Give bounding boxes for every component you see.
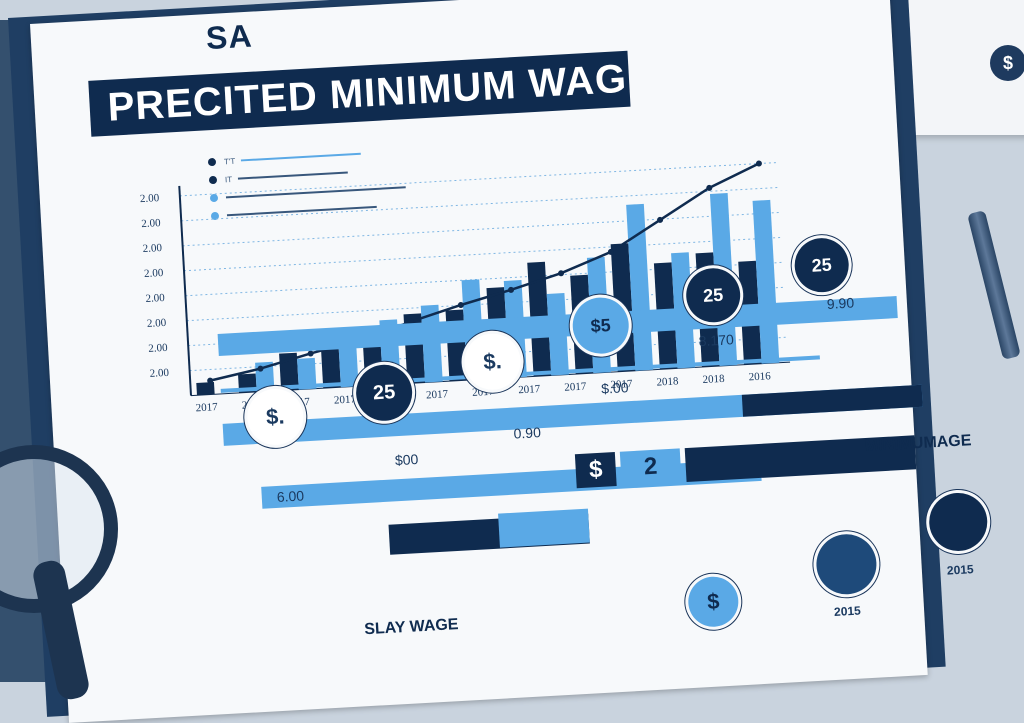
y-tick-label: 2.00 [142,242,162,255]
x-tick-label: 2018 [656,375,679,388]
stripe-value: $00 [394,451,419,469]
trend-line [209,162,760,382]
trend-point [508,286,515,293]
y-tick-label: 2.00 [147,317,167,330]
x-tick-label: 2017 [334,393,357,406]
gridline [183,236,784,272]
trend-point [207,377,214,384]
pen-icon [967,210,1021,360]
x-tick-label: 2018 [702,373,725,386]
y-tick-label: 2.00 [144,267,164,280]
business-card: $ [905,0,1024,135]
stripe-value: $.00 [600,379,629,397]
trend-point [558,270,565,277]
top-title: SA [205,17,254,57]
pie-icon [814,532,879,596]
stripe-block [498,508,590,548]
y-tick-label: 2.00 [140,192,160,205]
y-tick-label: 2.00 [149,367,169,380]
trend-point [307,350,314,357]
stripe-value: 9.90 [826,294,855,312]
x-tick-label: 2017 [518,383,541,396]
stripe-value: 6.00 [276,487,305,505]
infographic-sheet: SA PRECITED MINIMUM WAGE T'T IT 2.00 2.00… [30,0,989,723]
stripe-value: 0.90 [513,424,542,442]
x-tick-label: 2016 [748,370,771,383]
bar-light [297,357,317,390]
trend-point [257,365,264,372]
dollar-cell: $ [574,452,617,489]
dollar-coin-icon: $ [686,575,740,629]
section-title-minimum: MINIMUMAGE [864,432,972,456]
trend-point [657,216,664,223]
trend-point [755,160,762,167]
page-title: PRECITED MINIMUM WAGE [88,50,631,137]
gridline [179,161,779,197]
trend-point [457,301,464,308]
dollar-badge-icon: $ [990,45,1024,81]
stripe-value: 8.170 [698,331,735,350]
y-tick-label: 2.00 [148,342,168,355]
x-tick-label: 2017 [195,401,218,414]
y-axis [178,185,192,396]
x-tick-label: 2017 [426,388,449,401]
gridline [181,186,781,222]
trend-point [607,248,614,255]
y-tick-label: 2.00 [145,292,165,305]
trend-point [706,184,713,191]
pie-year-label: 2015 [833,603,862,620]
x-tick-label: 2017 [610,378,633,391]
bar-light [338,343,359,388]
y-tick-label: 2.00 [141,217,161,230]
value-cell: 2 [619,448,682,486]
x-tick-label: 2017 [564,380,587,393]
section-title-salary: SLAY WAGE [363,616,459,639]
bar-dark [196,381,215,396]
pie-year-label: 2015 [946,562,974,578]
gridline [182,211,782,247]
